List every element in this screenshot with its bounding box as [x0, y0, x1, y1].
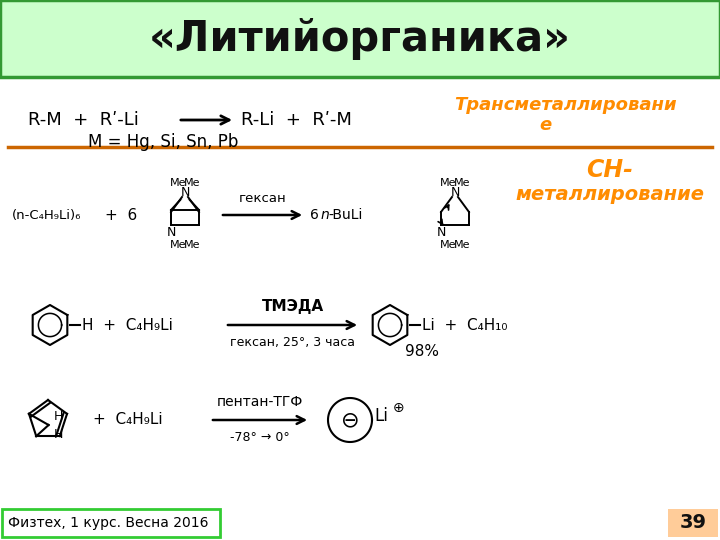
Text: ⊕: ⊕: [393, 401, 405, 415]
Text: -78° → 0°: -78° → 0°: [230, 431, 290, 444]
Text: Me: Me: [440, 240, 456, 250]
Text: СН-: СН-: [587, 158, 634, 182]
Bar: [668, 509, 718, 537]
Text: Me: Me: [184, 240, 200, 250]
Text: n: n: [321, 208, 330, 222]
Text: гексан: гексан: [239, 192, 287, 205]
Text: (n-C₄H₉Li)₆: (n-C₄H₉Li)₆: [12, 208, 81, 221]
Text: гексан, 25°, 3 часа: гексан, 25°, 3 часа: [230, 336, 356, 349]
Text: -BuLi: -BuLi: [328, 208, 362, 222]
Text: M = Hg, Si, Sn, Pb: M = Hg, Si, Sn, Pb: [88, 133, 238, 151]
Text: N: N: [450, 186, 459, 199]
Text: R-Li  +  Rʹ-M: R-Li + Rʹ-M: [241, 111, 352, 129]
Text: N: N: [180, 187, 189, 200]
Text: Me: Me: [454, 178, 470, 188]
Text: Li  +  C₄H₁₀: Li + C₄H₁₀: [422, 318, 508, 333]
Text: H  +  C₄H₉Li: H + C₄H₉Li: [82, 318, 173, 333]
Text: 39: 39: [680, 514, 706, 532]
Text: H: H: [53, 429, 63, 442]
Text: 6: 6: [310, 208, 323, 222]
Text: Трансметаллировани: Трансметаллировани: [454, 96, 676, 114]
Text: «Литийорганика»: «Литийорганика»: [149, 18, 571, 60]
Text: Li: Li: [374, 407, 388, 425]
Text: Me: Me: [170, 178, 186, 188]
Text: пентан-ТГФ: пентан-ТГФ: [217, 395, 303, 409]
Text: Me: Me: [454, 240, 470, 250]
Bar: [2, 509, 220, 537]
Text: +  C₄H₉Li: + C₄H₉Li: [93, 413, 163, 428]
Text: е: е: [539, 116, 551, 134]
Bar: [0, 0, 720, 77]
Text: ТМЭДА: ТМЭДА: [262, 299, 324, 314]
Text: Me: Me: [440, 178, 456, 188]
Text: ⊖: ⊖: [341, 410, 359, 430]
Text: Физтех, 1 курс. Весна 2016: Физтех, 1 курс. Весна 2016: [8, 516, 209, 530]
Text: 98%: 98%: [405, 343, 439, 359]
Text: N: N: [436, 226, 446, 240]
Text: R-M  +  Rʹ-Li: R-M + Rʹ-Li: [28, 111, 139, 129]
Text: N: N: [180, 186, 189, 199]
Text: H: H: [53, 410, 63, 423]
Text: металлирование: металлирование: [516, 186, 704, 205]
Text: Me: Me: [184, 178, 200, 188]
Text: +  6: + 6: [105, 207, 138, 222]
Text: Me: Me: [170, 240, 186, 250]
Text: N: N: [166, 226, 176, 240]
